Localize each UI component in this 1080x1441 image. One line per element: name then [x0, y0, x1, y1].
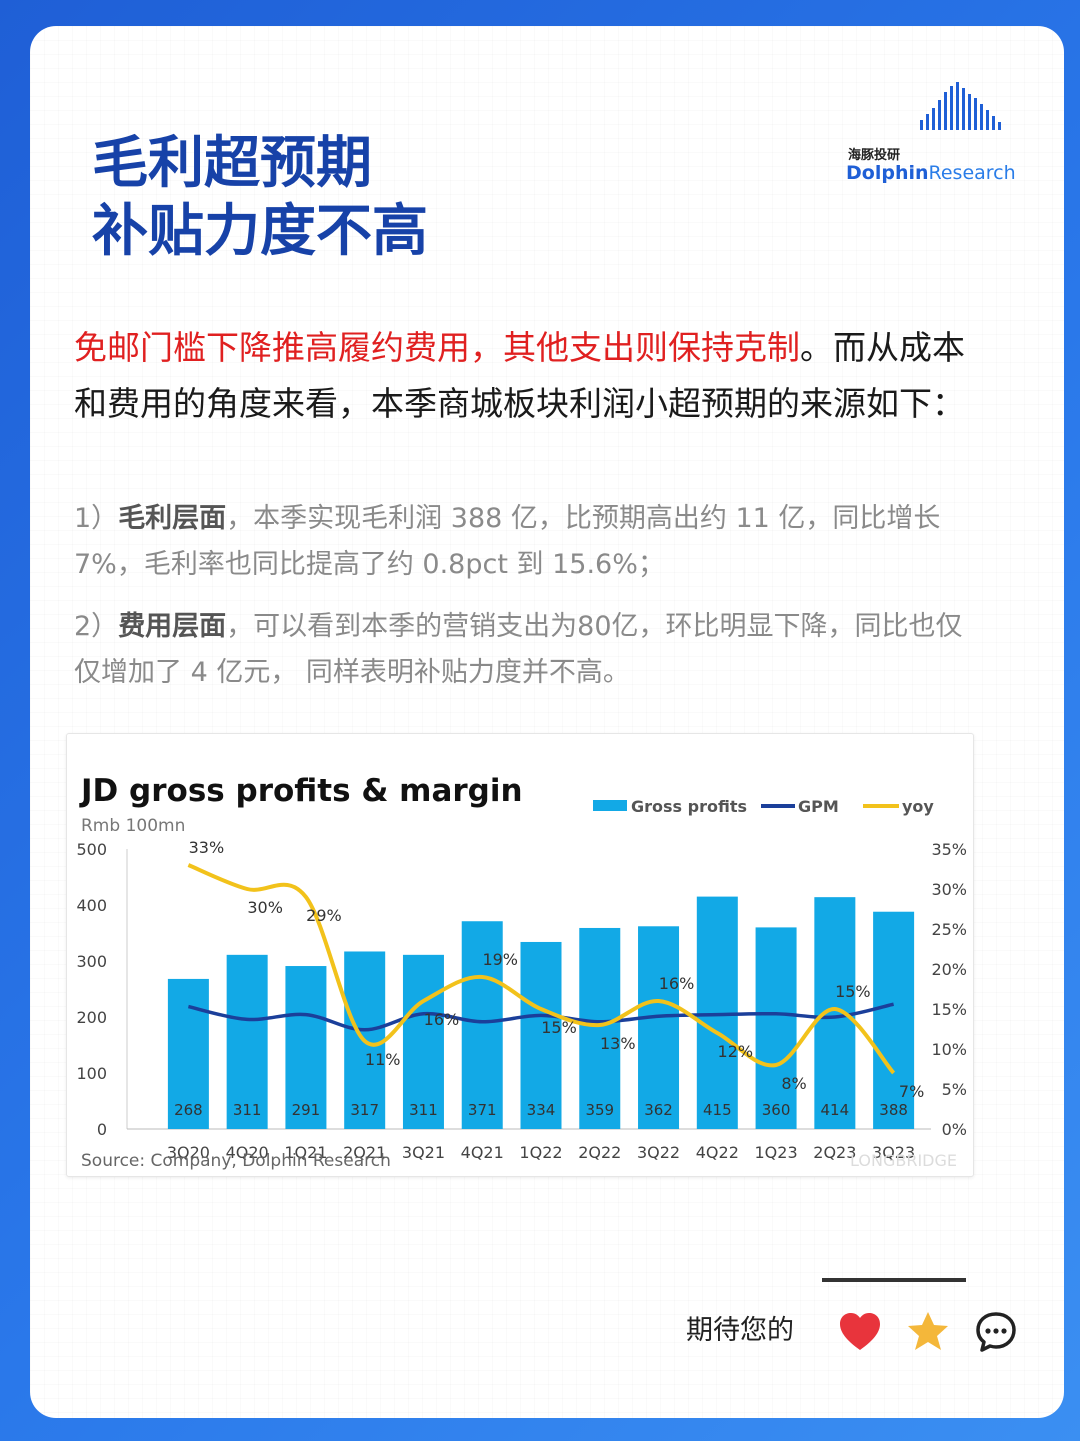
bar-value-label: 317	[350, 1101, 379, 1119]
bar-value-label: 415	[703, 1101, 732, 1119]
logo-english: DolphinResearch	[846, 162, 1016, 184]
x-tick-label: 1Q21	[284, 1143, 327, 1162]
yoy-data-label: 15%	[541, 1018, 577, 1037]
bar-value-label: 334	[527, 1101, 556, 1119]
x-tick-label: 1Q22	[519, 1143, 562, 1162]
star-icon[interactable]	[904, 1308, 952, 1356]
yoy-data-label: 29%	[306, 906, 342, 925]
x-tick-label: 4Q21	[461, 1143, 504, 1162]
yoy-data-label: 13%	[600, 1034, 636, 1053]
bar-value-label: 311	[409, 1101, 438, 1119]
bar-value-label: 360	[762, 1101, 791, 1119]
x-tick-label: 2Q23	[813, 1143, 856, 1162]
bar-value-label: 359	[585, 1101, 614, 1119]
yoy-data-label: 7%	[899, 1082, 924, 1101]
x-tick-label: 3Q21	[402, 1143, 445, 1162]
bar-value-label: 268	[174, 1101, 203, 1119]
title-line-2: 补贴力度不高	[92, 199, 428, 264]
left-tick-label: 100	[76, 1064, 107, 1083]
x-tick-label: 3Q22	[637, 1143, 680, 1162]
bar-value-label: 388	[879, 1101, 908, 1119]
bar-1Q23	[755, 927, 797, 1129]
gross-profit-chart: JD gross profits & margin Rmb 100mn Gross …	[76, 773, 967, 1171]
yoy-data-label: 19%	[482, 950, 518, 969]
legend-label-yoy: yoy	[902, 797, 934, 816]
x-tick-label: 3Q20	[167, 1143, 210, 1162]
bar-4Q21	[461, 921, 503, 1129]
bar-3Q23	[873, 911, 915, 1129]
bar-value-label: 414	[821, 1101, 850, 1119]
point-expenses: 2）费用层面，可以看到本季的营销支出为80亿，环比明显下降，同比也仅仅增加了 4…	[74, 611, 963, 688]
right-tick-label: 35%	[931, 840, 967, 859]
footer-divider	[822, 1278, 966, 1282]
footer-cta-text: 期待您的	[686, 1315, 794, 1346]
intro-paragraph: 免邮门槛下降推高履约费用，其他支出则保持克制。而从成本和费用的角度来看，本季商城…	[74, 320, 974, 432]
right-tick-label: 30%	[931, 880, 967, 899]
left-tick-label: 200	[76, 1008, 107, 1027]
right-tick-label: 5%	[942, 1080, 967, 1099]
bar-1Q21	[285, 966, 327, 1129]
right-tick-label: 25%	[931, 920, 967, 939]
intro-rest: 。而从成本和费用的角度来看，本季商城板块利润小超预期的来源如下：	[74, 328, 965, 423]
bar-3Q22	[638, 926, 680, 1129]
bar-3Q21	[402, 954, 444, 1129]
left-tick-label: 400	[76, 896, 107, 915]
right-tick-label: 15%	[931, 1000, 967, 1019]
bar-value-label: 311	[233, 1101, 262, 1119]
yoy-data-label: 16%	[424, 1010, 460, 1029]
logo-bars-icon	[920, 82, 1001, 130]
right-tick-label: 10%	[931, 1040, 967, 1059]
point-gross-margin: 1）毛利层面，本季实现毛利润 388 亿，比预期高出约 11 亿，同比增长 7%…	[74, 503, 941, 580]
chart-title: JD gross profits & margin	[79, 773, 523, 809]
x-tick-label: 2Q22	[578, 1143, 621, 1162]
x-tick-label: 4Q22	[696, 1143, 739, 1162]
content-card: 毛利超预期 补贴力度不高 海豚投研 DolphinResearch	[30, 26, 1064, 1418]
bar-1Q22	[520, 941, 562, 1129]
left-tick-label: 0	[97, 1120, 107, 1139]
yoy-data-label: 15%	[835, 982, 871, 1001]
left-tick-label: 500	[76, 840, 107, 859]
longbridge-watermark: LONGBRIDGE	[850, 1151, 957, 1170]
yoy-data-label: 16%	[659, 974, 695, 993]
dolphin-research-logo: 海豚投研 DolphinResearch	[844, 82, 1016, 188]
heart-icon[interactable]	[836, 1308, 884, 1356]
x-tick-label: 3Q23	[872, 1143, 915, 1162]
bar-value-label: 362	[644, 1101, 673, 1119]
intro-highlight: 免邮门槛下降推高履约费用，其他支出则保持克制	[74, 328, 800, 367]
logo-chinese: 海豚投研	[848, 148, 901, 163]
chart-subtitle: Rmb 100mn	[81, 816, 185, 836]
left-tick-label: 300	[76, 952, 107, 971]
yoy-data-label: 33%	[189, 838, 225, 857]
title-line-1: 毛利超预期	[92, 131, 372, 196]
right-tick-label: 0%	[942, 1120, 967, 1139]
x-tick-label: 1Q23	[755, 1143, 798, 1162]
bar-2Q22	[579, 927, 621, 1129]
legend-swatch-gross-profits	[593, 800, 627, 811]
bar-value-label: 371	[468, 1101, 497, 1119]
yoy-data-label: 11%	[365, 1050, 401, 1069]
right-tick-label: 20%	[931, 960, 967, 979]
legend-label-gpm: GPM	[798, 797, 839, 816]
chart-source: Source: Company, Dolphin Research	[81, 1151, 391, 1171]
x-tick-label: 4Q20	[226, 1143, 269, 1162]
bar-2Q23	[814, 897, 856, 1129]
legend-label-gross-profits: Gross profits	[631, 797, 747, 816]
bar-4Q20	[226, 954, 268, 1129]
bar-value-label: 291	[292, 1101, 321, 1119]
yoy-data-label: 8%	[781, 1074, 806, 1093]
page-title: 毛利超预期 补贴力度不高	[92, 130, 428, 266]
comment-icon[interactable]	[972, 1308, 1020, 1356]
chart-container: JD gross profits & margin Rmb 100mn Gross …	[66, 733, 974, 1177]
yoy-data-label: 12%	[718, 1042, 754, 1061]
x-tick-label: 2Q21	[343, 1143, 386, 1162]
gpm-line	[187, 1002, 894, 1032]
yoy-line	[187, 863, 896, 1075]
yoy-data-label: 30%	[247, 898, 283, 917]
bar-3Q20	[167, 978, 209, 1129]
